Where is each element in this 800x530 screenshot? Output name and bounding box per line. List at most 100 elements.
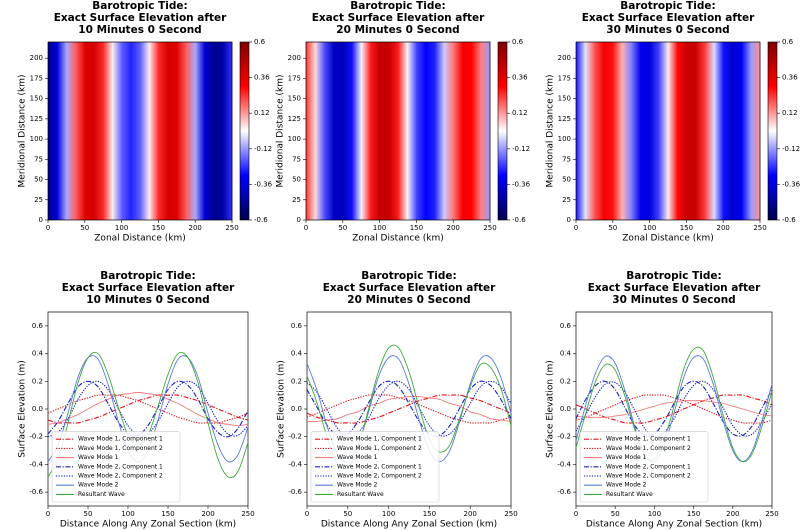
heatmap-cell [121, 42, 132, 220]
legend-box [310, 431, 440, 503]
series-line [575, 400, 773, 418]
x-tick-label: 100 [648, 510, 661, 518]
series-line [47, 380, 249, 438]
y-tick-label: 0.0 [291, 405, 302, 413]
y-axis-label: Meridional Distance (km) [276, 74, 286, 187]
y-tick-label: -0.6 [29, 488, 43, 496]
legend-label: Wave Mode 1, Component 1 [337, 436, 422, 443]
y-tick-label: 175 [288, 74, 301, 82]
heatmap-cell [704, 42, 715, 220]
series-line [306, 394, 512, 424]
legend-label: Wave Mode 2 [337, 482, 378, 489]
y-tick-label: 0.2 [291, 377, 302, 385]
heatmap-cell [576, 42, 586, 220]
legend-label: Wave Mode 1, Component 1 [78, 436, 163, 443]
panel: Barotropic Tide:Exact Surface Elevation … [276, 0, 531, 244]
x-axis-label: Zonal Distance (km) [622, 234, 713, 244]
colorbar-tick-label: 0.12 [512, 109, 528, 117]
legend-label: Wave Mode 2, Component 2 [606, 473, 691, 480]
x-tick-label: 150 [161, 510, 174, 518]
colorbar-tick-label: 0.36 [254, 74, 270, 82]
panel-title: 30 Minutes 0 Second [612, 294, 735, 306]
heatmap-cell [57, 42, 67, 220]
heatmap-cell [686, 42, 696, 220]
series-line [575, 346, 773, 463]
legend-label: Resultant Wave [78, 491, 125, 498]
legend-label: Wave Mode 1, Component 1 [606, 436, 691, 443]
y-tick-label: 75 [34, 155, 43, 163]
heatmap-cell [649, 42, 660, 220]
y-axis-label: Surface Elevation (m) [18, 360, 28, 458]
heatmap-cell [453, 42, 463, 220]
heatmap-cell [186, 42, 196, 220]
x-tick-label: 200 [189, 224, 202, 232]
series-line [47, 391, 249, 427]
x-tick-label: 250 [241, 510, 254, 518]
colorbar [767, 41, 778, 221]
legend-label: Wave Mode 2, Component 1 [337, 463, 422, 470]
y-tick-label: 0.4 [32, 350, 44, 358]
heatmap-cell [48, 42, 58, 220]
heatmap-cell [714, 42, 724, 220]
legend-box [51, 431, 181, 503]
panel-title: Barotropic Tide: [92, 0, 187, 12]
y-tick-label: -0.2 [29, 433, 43, 441]
heatmap-cell [631, 42, 641, 220]
y-tick-label: 50 [292, 176, 301, 184]
x-axis-label: Zonal Distance (km) [352, 234, 443, 244]
heatmap-cell [723, 42, 733, 220]
series-line [47, 394, 249, 424]
colorbar [239, 41, 250, 221]
panel: Barotropic Tide:Exact Surface Elevation … [277, 270, 518, 530]
series-line [575, 394, 773, 424]
y-tick-label: 25 [34, 196, 43, 204]
heatmap-cell [306, 42, 316, 220]
heatmap-cell [612, 42, 623, 220]
heatmap-cell [480, 42, 491, 220]
legend-label: Wave Mode 1, Component 2 [78, 445, 163, 452]
y-tick-label: 50 [34, 176, 43, 184]
heatmap-cell [379, 42, 390, 220]
heatmap-cell [622, 42, 632, 220]
heatmap-cell [176, 42, 187, 220]
heatmap-cell [324, 42, 334, 220]
heatmap-cell [75, 42, 86, 220]
y-tick-label: 0.6 [291, 322, 303, 330]
heatmap-cell [167, 42, 178, 220]
y-tick-label: 25 [562, 196, 571, 204]
x-tick-label: 200 [726, 510, 739, 518]
heatmap-cell [668, 42, 678, 220]
y-tick-label: -0.4 [557, 460, 571, 468]
x-tick-label: 50 [80, 224, 89, 232]
heatmap-cell [677, 42, 687, 220]
heatmap-cell [130, 42, 141, 220]
x-tick-label: 200 [717, 224, 730, 232]
heatmap-cell [471, 42, 482, 220]
x-tick-label: 50 [608, 224, 617, 232]
y-tick-label: 200 [288, 54, 301, 62]
heatmap-cell [425, 42, 436, 220]
heatmap-cell [149, 42, 159, 220]
y-tick-label: 75 [292, 155, 301, 163]
panel-title: Exact Surface Elevation after [588, 282, 761, 294]
heatmap-cell [462, 42, 472, 220]
y-tick-label: 200 [558, 54, 571, 62]
x-tick-label: 150 [152, 224, 165, 232]
colorbar [497, 41, 508, 221]
y-axis-label: Surface Elevation (m) [277, 360, 287, 458]
x-tick-label: 200 [201, 510, 214, 518]
colorbar-tick-label: 0.6 [782, 38, 794, 46]
y-tick-label: -0.4 [29, 460, 43, 468]
x-tick-label: 250 [753, 224, 766, 232]
heatmap-cell [66, 42, 76, 220]
heatmap-cell [195, 42, 205, 220]
legend: Wave Mode 1, Component 1 Wave Mode 1, Com… [579, 431, 709, 503]
colorbar-tick-label: -0.12 [512, 145, 530, 153]
x-tick-label: 100 [115, 224, 128, 232]
heatmap-cell [370, 42, 380, 220]
series-line [575, 380, 773, 438]
colorbar-tick-label: 0.12 [782, 109, 798, 117]
x-tick-label: 100 [643, 224, 656, 232]
heatmap-cell [94, 42, 104, 220]
x-tick-label: 200 [464, 510, 477, 518]
